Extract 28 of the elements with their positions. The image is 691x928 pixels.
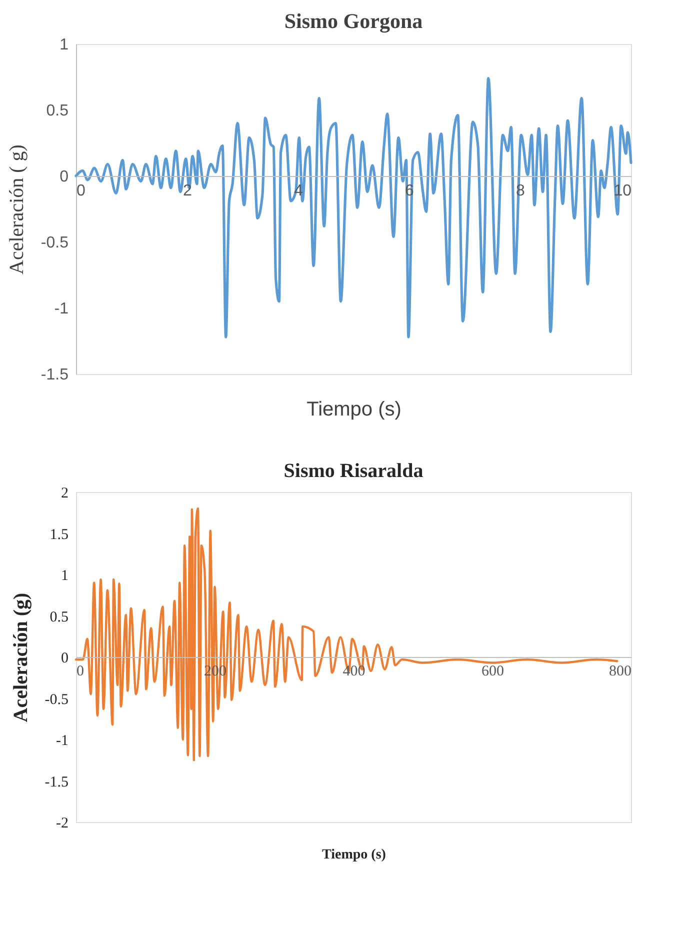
y-tick-label: -1 <box>54 300 69 318</box>
x-tick-label: 0 <box>76 664 84 680</box>
y-tick-label: -0.5 <box>40 234 69 252</box>
y-tick-label: 1.5 <box>50 526 68 543</box>
chart-title: Sismo Risaralda <box>284 460 424 482</box>
y-axis-title: Aceleración ( g) <box>6 144 28 274</box>
x-tick-label: 400 <box>342 664 366 680</box>
x-tick-label: 800 <box>609 664 632 680</box>
y-tick-label: 0 <box>61 650 68 666</box>
y-tick-label: 0.5 <box>46 102 69 120</box>
y-tick-label: 0 <box>60 168 69 186</box>
y-tick-label: 2 <box>61 486 68 502</box>
y-tick-label: 1 <box>61 568 68 584</box>
y-tick-label: -1.5 <box>44 774 68 790</box>
y-tick-label: -1.5 <box>40 366 69 384</box>
x-tick-label: 2 <box>183 182 192 200</box>
y-tick-label: -2 <box>56 816 68 832</box>
y-axis-title: Aceleración (g) <box>10 592 32 722</box>
x-tick-label: 0 <box>76 182 86 200</box>
line-series <box>74 77 632 338</box>
chart-title: Sismo Gorgona <box>284 9 424 33</box>
y-tick-label: 1 <box>60 36 69 54</box>
y-tick-label: 0.5 <box>50 609 68 626</box>
x-axis-title: Tiempo (s) <box>306 398 402 420</box>
x-axis-title: Tiempo (s) <box>322 848 386 862</box>
y-tick-label: -0.5 <box>44 692 68 708</box>
y-tick-label: -1 <box>56 733 68 749</box>
x-tick-label: 600 <box>482 664 504 680</box>
